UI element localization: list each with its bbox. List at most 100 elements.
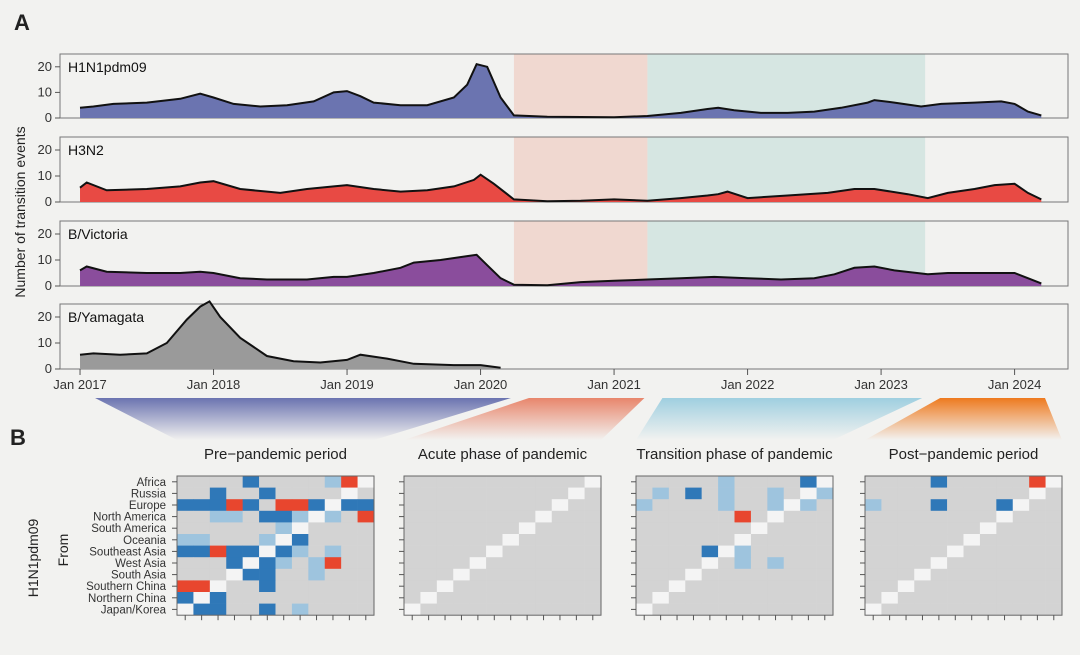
heat-cell (963, 568, 981, 581)
heat-cell (242, 545, 260, 558)
heat-cell (865, 568, 882, 581)
heat-cell (551, 592, 569, 604)
heat-cell (535, 499, 553, 512)
heat-cell (685, 557, 702, 570)
heat-cell (341, 557, 358, 570)
heat-cell (242, 534, 260, 546)
heat-cell (996, 510, 1014, 523)
heat-cell (226, 568, 243, 581)
heat-cell (652, 603, 670, 616)
heat-cell (734, 510, 752, 523)
heat-cell (259, 522, 276, 535)
heat-cell (701, 603, 719, 616)
heat-cell (518, 476, 536, 488)
heat-cell (865, 580, 882, 593)
heat-cell (783, 545, 801, 558)
heat-cell (420, 510, 438, 523)
heat-cell (996, 557, 1014, 570)
heat-cell (502, 580, 520, 593)
heat-cell (636, 510, 653, 523)
heat-cell (226, 580, 243, 593)
heat-cell (718, 568, 735, 581)
heat-cell (193, 476, 211, 488)
series-label: B/Yamagata (68, 309, 144, 325)
acute-phase-shade (513, 54, 648, 118)
heat-cell (486, 603, 503, 616)
panel-a-ylabel: Number of transition events (12, 126, 28, 297)
heat-cell (209, 499, 227, 512)
heat-cell (767, 534, 785, 546)
heat-cell (209, 568, 227, 581)
heat-cell (800, 510, 817, 523)
heat-cell (783, 592, 801, 604)
heat-cell (1045, 476, 1063, 488)
heat-cell (685, 522, 702, 535)
heat-cell (767, 522, 785, 535)
heat-cell (701, 568, 719, 581)
heat-cell (453, 487, 470, 500)
heat-cell (324, 580, 342, 593)
heat-cell (420, 580, 438, 593)
heat-cell (718, 545, 735, 558)
heat-cell (767, 510, 785, 523)
heat-cell (551, 534, 569, 546)
heatmap-frame (176, 475, 375, 616)
heat-cell (308, 580, 326, 593)
heatmap-title: Pre−pandemic period (204, 446, 347, 463)
heat-cell (242, 580, 260, 593)
y-tick-label: 0 (45, 278, 52, 293)
heat-cell (226, 476, 243, 488)
heat-cell (453, 510, 470, 523)
heat-cell (193, 557, 211, 570)
heat-cell (800, 592, 817, 604)
y-tick-label: 10 (38, 84, 52, 99)
heat-cell (308, 568, 326, 581)
heat-cell (436, 603, 454, 616)
y-tick-label: 20 (38, 142, 52, 157)
heat-cell (963, 510, 981, 523)
heat-cell (193, 534, 211, 546)
heat-cell (209, 592, 227, 604)
heat-cell (996, 592, 1014, 604)
heat-cell (668, 534, 686, 546)
heat-cell (947, 592, 964, 604)
heat-cell (436, 522, 454, 535)
heat-cell (963, 534, 981, 546)
heat-cell (341, 580, 358, 593)
heat-cell (1029, 476, 1046, 488)
row-label-africa: Africa (137, 477, 167, 489)
heat-cell (930, 603, 948, 616)
heat-cell (291, 476, 309, 488)
heat-cell (469, 499, 487, 512)
heat-cell (652, 534, 670, 546)
heat-cell (584, 568, 602, 581)
heat-cell (226, 522, 243, 535)
heat-cell (1045, 499, 1063, 512)
heat-cell (668, 545, 686, 558)
heat-cell (551, 568, 569, 581)
heat-cell (1012, 476, 1030, 488)
heat-cell (486, 476, 503, 488)
heat-cell (897, 476, 915, 488)
heat-cell (551, 580, 569, 593)
heat-cell (420, 522, 438, 535)
heat-cell (275, 534, 293, 546)
heat-cell (308, 522, 326, 535)
heat-cell (453, 476, 470, 488)
heat-cell (551, 603, 569, 616)
heat-cell (930, 534, 948, 546)
heat-cell (652, 592, 670, 604)
heat-cell (1045, 592, 1063, 604)
heat-cell (226, 499, 243, 512)
heat-cell (963, 603, 981, 616)
heatmap-pre-pandemic-period: Pre−pandemic period (172, 446, 375, 621)
heat-cell (947, 510, 964, 523)
heat-cell (947, 534, 964, 546)
heat-cell (1045, 545, 1063, 558)
heat-cell (568, 568, 585, 581)
band-pre-pandemic-period (95, 398, 511, 440)
heat-cell (750, 545, 768, 558)
heat-cell (783, 487, 801, 500)
heat-cell (1012, 545, 1030, 558)
heat-cell (979, 522, 997, 535)
